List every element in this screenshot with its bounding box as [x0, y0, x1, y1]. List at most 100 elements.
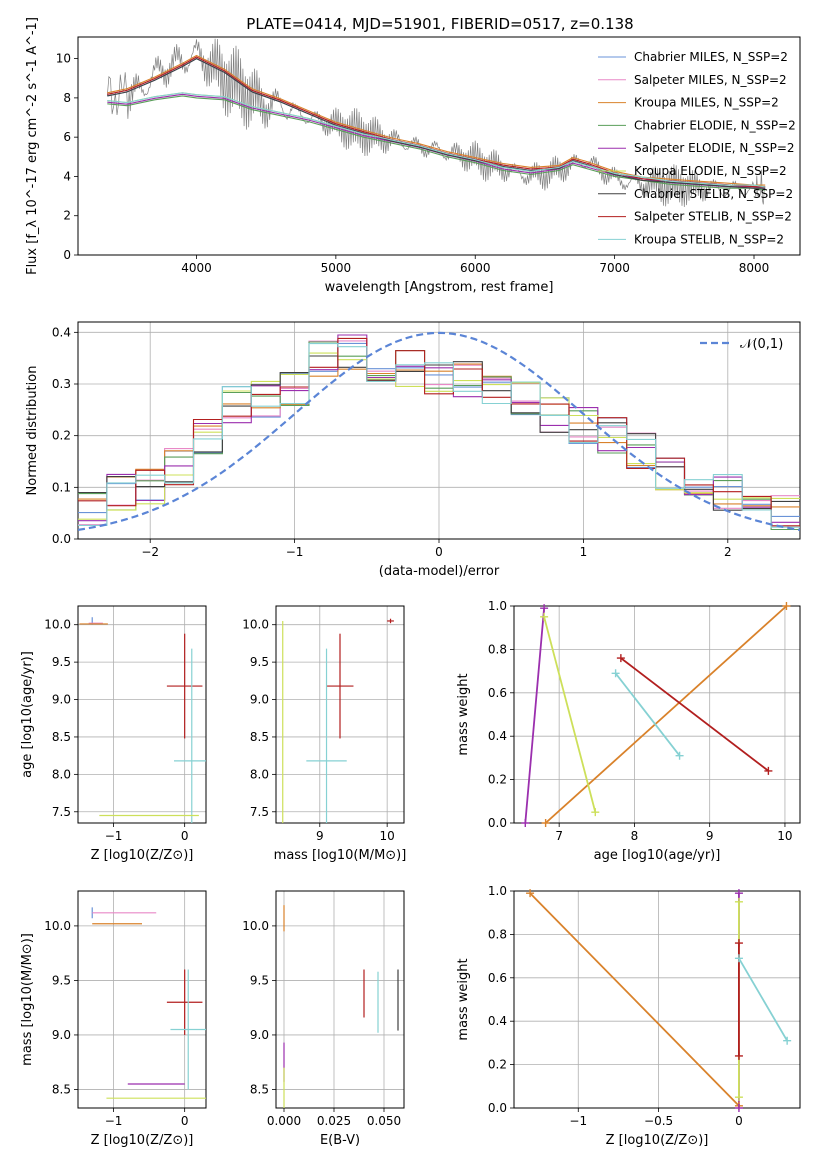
legend-entry: Kroupa MILES, N_SSP=2 [634, 96, 779, 110]
x-tick-label: 1 [580, 545, 588, 559]
y-tick-label: 0.0 [488, 1101, 507, 1115]
figure-title: PLATE=0414, MJD=51901, FIBERID=0517, z=0… [246, 15, 633, 33]
legend: Chabrier MILES, N_SSP=2 Salpeter MILES, N… [598, 50, 796, 246]
panel-mass_age: 9 10 7.5 8.0 8.5 9.0 9.5 10.0 mass [log10(M/M⊙)] [242, 605, 407, 863]
y-tick-label: 8.0 [250, 767, 269, 781]
x-tick-label: −1 [105, 829, 123, 843]
x-tick-label: −1 [105, 1114, 123, 1128]
y-tick-label: 9.0 [250, 693, 269, 707]
y-axis-label: mass weight [456, 673, 471, 755]
y-tick-label: 0.8 [488, 642, 507, 656]
y-tick-label: 0 [63, 248, 71, 262]
y-tick-label: 9.0 [52, 693, 71, 707]
y-tick-label: 2 [63, 209, 71, 223]
x-axis-label: Z [log10(Z/Z⊙)] [606, 1133, 709, 1148]
y-tick-label: 0.4 [52, 325, 71, 339]
x-axis-label: E(B-V) [320, 1133, 360, 1148]
x-tick-label: 2 [724, 545, 732, 559]
y-tick-label: 0.6 [488, 971, 507, 985]
y-tick-label: 9.5 [52, 655, 71, 669]
y-tick-label: 10 [56, 52, 71, 66]
x-tick-label: 6000 [460, 261, 491, 275]
weight-marker [591, 808, 600, 817]
y-tick-label: 1.0 [488, 599, 507, 613]
y-tick-label: 10.0 [44, 618, 71, 632]
x-axis-label: wavelength [Angstrom, rest frame] [325, 280, 554, 295]
weight-marker [734, 939, 743, 948]
y-tick-label: 9.0 [250, 1028, 269, 1042]
weight-marker [675, 751, 684, 760]
axes-frame [513, 605, 801, 824]
weight-marker [616, 654, 625, 663]
weight-marker [541, 819, 550, 827]
axes-frame [77, 36, 801, 256]
x-tick-label: 0 [181, 1114, 189, 1128]
x-tick-label: −1 [569, 1114, 587, 1128]
y-tick-label: 1.0 [488, 884, 507, 898]
y-tick-label: 9.5 [52, 973, 71, 987]
y-tick-label: 8.5 [250, 730, 269, 744]
weight-marker [734, 954, 743, 963]
weight-marker [540, 604, 549, 613]
plot-area [91, 907, 206, 1099]
x-axis-label: mass [log10(M/M⊙)] [274, 848, 407, 863]
y-tick-label: 7.5 [250, 805, 269, 819]
x-tick-label: −2 [141, 545, 159, 559]
weight-line [738, 957, 788, 1042]
legend-entry: Chabrier STELIB, N_SSP=2 [634, 187, 793, 201]
y-tick-label: 0.0 [52, 532, 71, 546]
plot-area [79, 617, 206, 823]
y-axis-label: mass weight [456, 958, 471, 1040]
y-tick-label: 9.5 [250, 655, 269, 669]
plot-area [106, 38, 766, 208]
histogram-step [78, 355, 800, 511]
legend-entry: Salpeter STELIB, N_SSP=2 [634, 210, 792, 224]
y-tick-label: 8 [63, 91, 71, 105]
y-axis-label: mass [log10(M/M⊙)] [20, 933, 35, 1066]
x-tick-label: 5000 [321, 261, 352, 275]
weight-marker [526, 889, 535, 898]
weight-line [544, 606, 788, 823]
panel-z_weight: −1 −0.5 0 0.0 0.2 0.4 0.6 0.8 1.0 Z [log10(Z/Z⊙)]… [456, 884, 801, 1148]
x-tick-label: −1 [286, 545, 304, 559]
y-tick-label: 0.4 [488, 1014, 507, 1028]
axes-frame [275, 890, 405, 1109]
y-tick-label: 8.5 [52, 1082, 71, 1096]
weight-line [614, 672, 681, 757]
weight-marker [521, 819, 530, 827]
y-tick-label: 8.5 [52, 730, 71, 744]
legend-entry: Kroupa ELODIE, N_SSP=2 [634, 164, 787, 178]
x-axis-label: (data-model)/error [379, 564, 500, 579]
weight-marker [734, 897, 743, 906]
y-tick-label: 7.5 [52, 805, 71, 819]
x-tick-label: 9 [316, 829, 324, 843]
x-tick-label: 0 [435, 545, 443, 559]
x-tick-label: 10 [380, 829, 395, 843]
model-line [107, 92, 766, 188]
weight-marker [782, 602, 791, 610]
y-tick-label: 0.2 [488, 1058, 507, 1072]
axes-frame [77, 321, 801, 540]
y-tick-label: 8.0 [52, 767, 71, 781]
weight-marker [734, 1051, 743, 1060]
x-tick-label: 0.025 [317, 1114, 351, 1128]
axes-frame [275, 605, 405, 824]
legend-entry: Chabrier MILES, N_SSP=2 [634, 50, 788, 64]
plot-area [524, 606, 788, 823]
panel-z_mass: −1 0 8.5 9.0 9.5 10.0 Z [log10(Z/Z⊙)] mass [log… [20, 890, 207, 1148]
x-axis-label: age [log10(age/yr)] [594, 848, 721, 863]
weight-line [524, 608, 545, 823]
y-tick-label: 9.5 [250, 973, 269, 987]
weight-marker [734, 1104, 743, 1112]
panel-z_age: −1 0 7.5 8.0 8.5 9.0 9.5 10.0 Z [log10(Z/Z⊙)] age… [20, 605, 207, 863]
y-tick-label: 6 [63, 130, 71, 144]
y-axis-label: Flux [f_λ 10^-17 erg cm^-2 s^-1 A^-1] [25, 17, 40, 275]
y-axis-label: Normed distribution [25, 366, 40, 496]
weight-marker [734, 889, 743, 898]
panel-age_weight: 7 8 9 10 0.0 0.2 0.4 0.6 0.8 1.0 age [log10(age/yr… [456, 599, 801, 863]
legend-entry: Kroupa STELIB, N_SSP=2 [634, 232, 784, 246]
y-tick-label: 8.5 [250, 1082, 269, 1096]
x-tick-label: 7000 [599, 261, 630, 275]
y-tick-label: 4 [63, 169, 71, 183]
histogram-step [78, 352, 800, 520]
